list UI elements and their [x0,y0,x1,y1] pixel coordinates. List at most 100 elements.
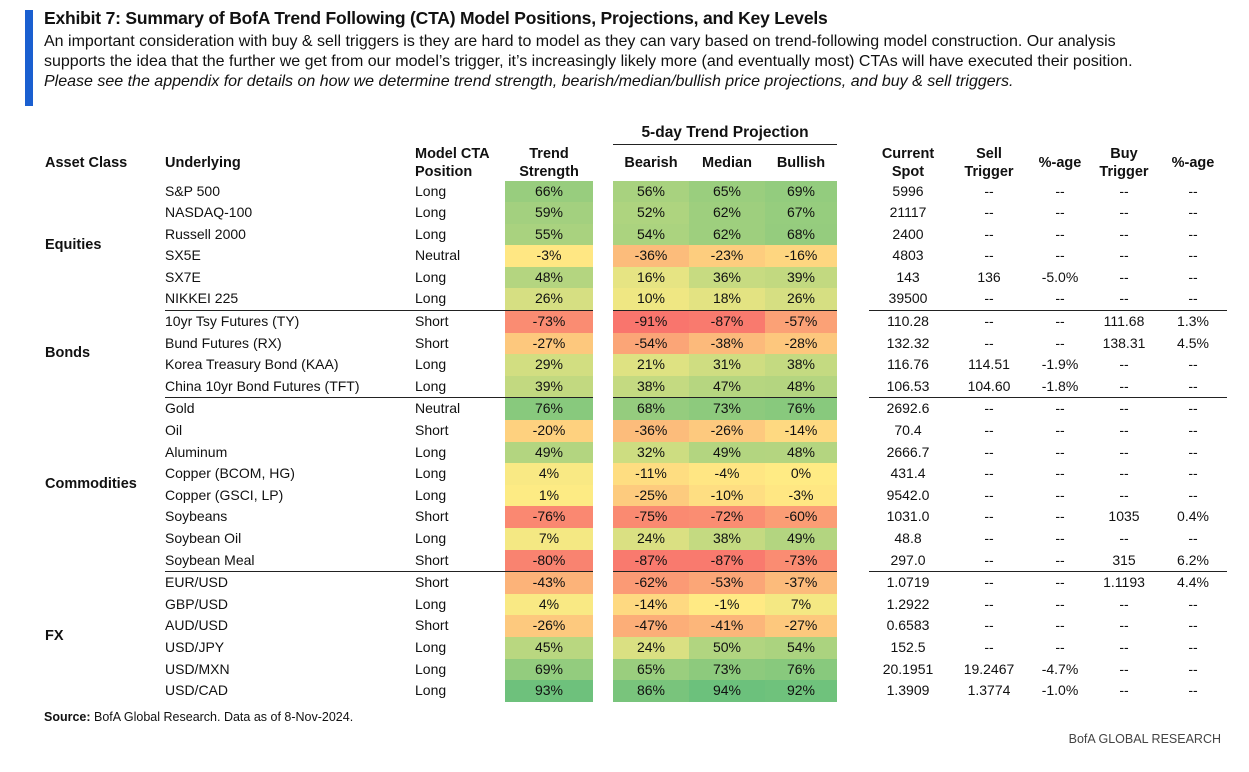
strength-cell: -27% [505,332,593,355]
sell-trigger-cell: 136 [977,268,1001,285]
position-cell: Neutral [415,400,461,417]
buy-pct-cell: -- [1188,486,1198,503]
buy-trigger-cell: -- [1089,375,1159,399]
strength-cell: 66% [505,180,593,203]
median-cell: -38% [689,332,765,355]
sell-pct-cell: -5.0% [1041,268,1079,285]
sell-pct-cell: -1.0% [1041,682,1079,699]
bullish-cell: -3% [765,484,837,507]
buy-trigger-cell: -- [1119,443,1129,460]
table-body: Equities S&P 500 Long 66% 56% 65% 69% 5996 -- -- -… [37,180,1227,702]
sell-pct-cell: -- [1055,443,1065,460]
underlying-cell: Bund Futures (RX) [165,334,282,351]
bullish-cell: -57% [765,310,837,333]
spot-cell: 20.1951 [882,660,934,677]
buy-trigger-cell: 111.68 [1103,313,1145,330]
strength-cell: 48% [505,266,593,289]
underlying-cell: Gold [165,400,195,417]
table-row: Copper (GSCI, LP) Long 1% -25% -10% -3% 9542.0… [37,484,1227,507]
spot-cell: 4803 [892,247,924,264]
underlying-cell: EUR/USD [165,574,229,591]
bullish-cell: -28% [765,332,837,355]
strength-cell: 69% [505,658,593,681]
description-line-3: Please see the appendix for details on h… [44,73,1014,90]
position-cell: Long [415,465,447,482]
table-row: NASDAQ-100 Long 59% 52% 62% 67% 21117 -- -- -- -- [37,202,1227,224]
strength-cell: -80% [505,549,593,573]
median-cell: -53% [689,571,765,594]
asset-class-label: Equities [45,236,102,253]
sell-pct-cell: -- [1055,486,1065,503]
buy-trigger-cell: -- [1119,247,1129,264]
buy-pct-cell: 6.2% [1159,549,1227,573]
spot-cell: 39500 [869,288,947,312]
spot-cell: 431.4 [890,465,926,482]
buy-pct-cell: -- [1188,225,1198,242]
strength-cell: 26% [505,288,593,312]
asset-class-label: Bonds [45,345,91,362]
sell-trigger-cell: -- [984,574,994,591]
col-bullish: Bullish [776,154,826,171]
underlying-cell: 10yr Tsy Futures (TY) [165,313,300,330]
sell-pct-cell: -- [1055,400,1065,417]
underlying-cell: SX5E [165,247,201,264]
col-asset-class: Asset Class [45,154,128,171]
position-cell: Short [415,422,449,439]
sell-pct-cell: -- [1055,465,1065,482]
spot-cell: 297.0 [869,549,947,573]
sell-trigger-cell: 1.3774 [967,682,1011,699]
sell-trigger-cell: -- [947,288,1031,312]
strength-cell: 59% [505,202,593,224]
strength-cell: -3% [505,245,593,267]
position-cell: Short [415,313,449,330]
median-cell: 47% [689,375,765,399]
table-row: Soybeans Short -76% -75% -72% -60% 1031.0 -- -- 1… [37,506,1227,528]
buy-pct-cell: -- [1188,638,1198,655]
bearish-cell: -87% [613,549,689,573]
spot-cell: 2400 [892,225,924,242]
position-cell: Short [415,617,449,634]
buy-pct-cell: -- [1159,375,1227,399]
underlying-cell: S&P 500 [165,182,221,199]
buy-pct-cell: -- [1188,595,1198,612]
median-cell: 50% [689,636,765,659]
buy-trigger-cell: -- [1119,486,1129,503]
median-cell: 36% [689,266,765,289]
buy-trigger-cell: -- [1119,356,1129,373]
spot-cell: 48.8 [894,530,922,546]
underlying-cell: AUD/USD [165,617,229,634]
table-row: FX EUR/USD Short -43% -62% -53% -37% 1.0719 -- --… [37,571,1227,644]
buy-pct-cell: -- [1188,530,1198,546]
underlying-cell: Oil [165,422,183,439]
position-cell: Neutral [415,247,461,264]
sell-pct-cell: -- [1055,638,1065,655]
bearish-cell: -54% [613,332,689,355]
buy-trigger-cell: -- [1119,660,1129,677]
buy-pct-cell: 4.5% [1177,334,1209,351]
col-model-cta: Model CTA Position [415,145,490,180]
median-cell: 18% [689,288,765,312]
strength-cell: -73% [505,310,593,333]
bearish-cell: 56% [613,180,689,203]
buy-trigger-cell: 138.31 [1102,334,1146,351]
bullish-cell: 26% [765,288,837,312]
bearish-cell: 32% [613,441,689,464]
strength-cell: 93% [505,680,593,702]
sell-pct-cell: -4.7% [1041,660,1079,677]
table-row: Copper (BCOM, HG) Long 4% -11% -4% 0% 431.4 -- -… [37,463,1227,485]
bullish-cell: -73% [765,549,837,573]
bullish-cell: 49% [765,528,837,550]
bearish-cell: -11% [613,463,689,485]
underlying-cell: Soybean Oil [165,530,242,546]
sell-trigger-cell: -- [984,400,994,417]
bullish-cell: 0% [765,463,837,485]
bearish-cell: 24% [613,528,689,550]
buy-pct-cell: 4.4% [1177,574,1209,591]
col-buy-trigger: Buy Trigger [1099,145,1149,180]
buy-pct-cell: 0.4% [1177,508,1209,525]
median-cell: -10% [689,484,765,507]
median-cell: 65% [689,180,765,203]
sell-trigger-cell: -- [984,182,994,199]
sell-trigger-cell: 19.2467 [963,660,1015,677]
buy-trigger-cell: -- [1119,465,1129,482]
